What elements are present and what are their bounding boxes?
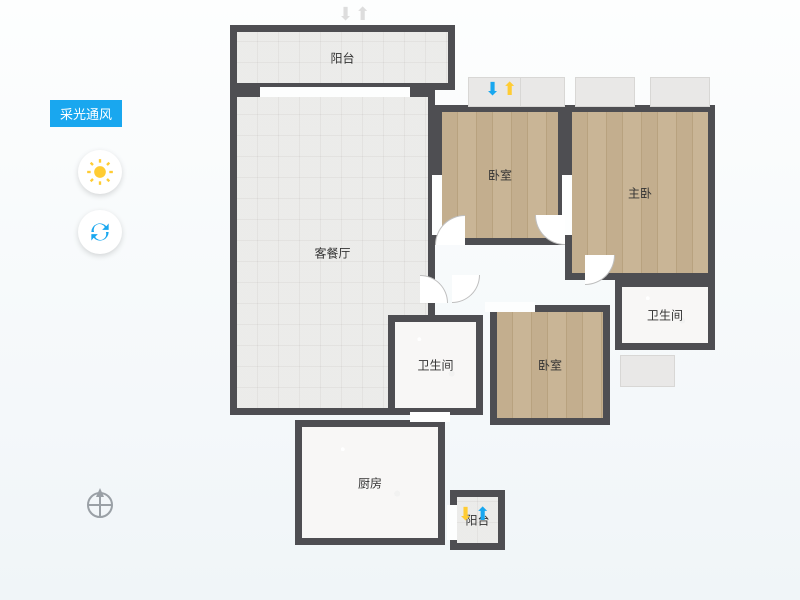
wall-opening-0 [260, 87, 410, 97]
window-lintel-1 [520, 77, 565, 107]
lighting-ventilation-tag: 采光通风 [50, 100, 122, 127]
vent-arrows-0: ⬇⬆ [485, 80, 517, 98]
room-wc1 [615, 280, 715, 350]
window-lintel-3 [650, 77, 710, 107]
vent-arrows-1: ⬇⬆ [458, 505, 490, 523]
door-arc-3 [452, 275, 480, 303]
vent-arrows-2: ⬇⬆ [338, 5, 370, 23]
room-wc2 [388, 315, 483, 415]
window-lintel-4 [620, 355, 675, 387]
sun-button[interactable] [78, 150, 122, 194]
sun-icon [86, 158, 114, 186]
door-arc-4 [585, 255, 615, 285]
cycle-icon [87, 219, 113, 245]
room-master [565, 105, 715, 280]
door-arc-2 [420, 275, 448, 303]
wall-opening-5 [447, 505, 457, 540]
room-kitchen [295, 420, 445, 545]
wall-opening-3 [485, 302, 535, 312]
floor-plan: 阳台客餐厅卧室主卧卫生间卧室卫生间厨房阳台⬇⬆⬇⬆⬇⬆ [220, 15, 720, 585]
room-balcony_top [230, 25, 455, 90]
cycle-button[interactable] [78, 210, 122, 254]
wall-opening-4 [410, 412, 450, 422]
compass-icon [82, 485, 118, 521]
window-lintel-2 [575, 77, 635, 107]
room-bedroom2 [490, 305, 610, 425]
